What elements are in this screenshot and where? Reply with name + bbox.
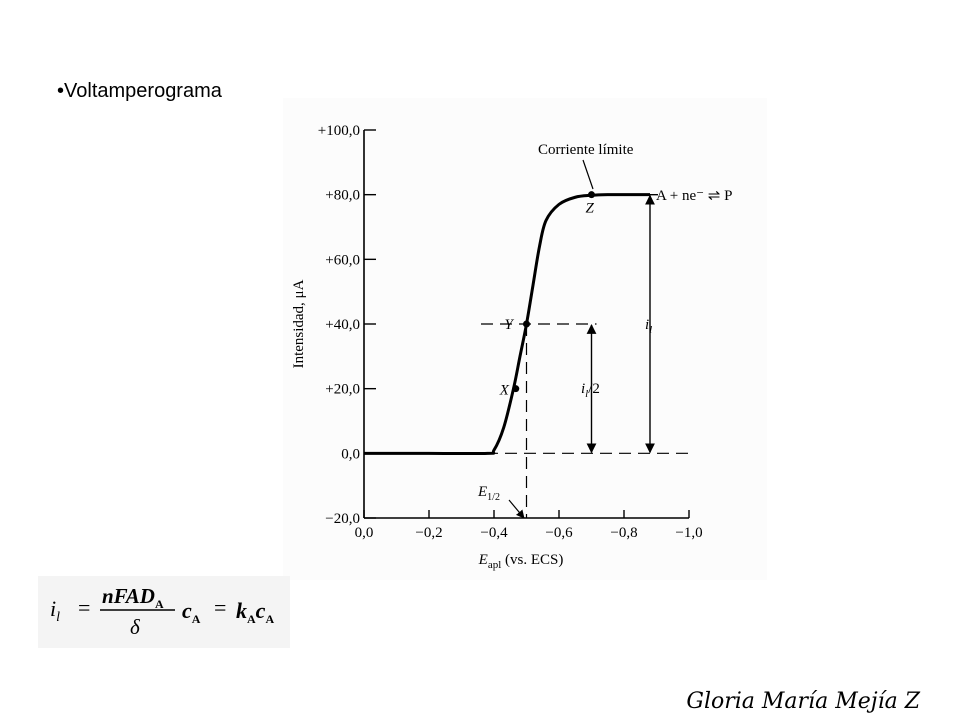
formula-k-sub: A xyxy=(247,612,256,626)
il-label-base: i xyxy=(645,317,649,333)
y-tick-label: +20,0 xyxy=(325,382,360,398)
formula-num-sub: A xyxy=(155,597,164,611)
limit-current-pointer xyxy=(582,159,594,190)
x-tick-label: −0,6 xyxy=(545,525,573,541)
formula-lhs-base: i xyxy=(50,596,56,621)
formula-num-main: nFAD xyxy=(102,584,155,608)
e-half-label-sub: 1/2 xyxy=(487,492,500,503)
formula-lhs: il xyxy=(50,596,60,625)
formula-c2-sub: A xyxy=(265,612,274,626)
formula-equals-1: = xyxy=(78,595,90,620)
dimension-arrows xyxy=(586,194,655,454)
il-label: il xyxy=(645,317,652,336)
point-label-x: X xyxy=(499,383,510,399)
formula-c1: cA xyxy=(182,598,201,626)
slide-title: •Voltamperograma xyxy=(57,80,222,103)
half-il-label-sub: l xyxy=(585,388,588,400)
y-tick-label: +60,0 xyxy=(325,252,360,268)
formula-k-base: k xyxy=(236,598,247,623)
y-ticks: +100,0 +80,0 +60,0 +40,0 +20,0 0,0 −20,0 xyxy=(318,123,376,527)
x-ticks: 0,0 −0,2 −0,4 −0,6 −0,8 −1,0 xyxy=(355,510,703,541)
x-axis-label-main: E xyxy=(478,552,488,568)
point-label-z: Z xyxy=(586,201,595,217)
half-il-label-base: i xyxy=(581,381,585,397)
y-axis-label: Intensidad, μA xyxy=(291,279,307,368)
half-il-label: il/2 xyxy=(581,381,600,400)
formula-c2-base: c xyxy=(256,598,266,623)
voltammogram-chart: +100,0+80,0+60,0+40,0+20,00,0−20,0 0,0 −0… xyxy=(291,123,732,571)
e-half-label: E1/2 xyxy=(477,484,500,503)
limit-current-label: Corriente límite xyxy=(538,142,634,158)
x-tick-label: −0,2 xyxy=(415,525,442,541)
author-signature: Gloria María Mejía Z xyxy=(686,689,920,714)
formula-panel xyxy=(38,576,290,648)
half-il-label-rest: /2 xyxy=(588,381,600,397)
formula-denominator: δ xyxy=(130,615,141,639)
e-half-pointer xyxy=(508,499,525,519)
point-z xyxy=(588,191,595,199)
marked-points: X Y Z xyxy=(499,191,595,399)
point-x xyxy=(512,385,520,393)
bullet-glyph: • xyxy=(57,80,65,102)
x-axis-label-sub: apl xyxy=(488,559,501,571)
formula-c1-sub: A xyxy=(192,612,201,626)
il-label-sub: l xyxy=(649,324,652,336)
x-axis-label-rest: (vs. ECS) xyxy=(501,552,563,568)
point-y xyxy=(523,320,530,328)
formula-lhs-sub: l xyxy=(56,610,60,625)
formula-svg: il = nFADA δ cA = kAcA xyxy=(50,584,274,639)
formula-equals-2: = xyxy=(214,595,226,620)
y-tick-label: +80,0 xyxy=(325,188,360,204)
reaction-label: A + ne⁻ ⇌ P xyxy=(656,188,732,204)
point-label-y: Y xyxy=(505,317,515,333)
x-tick-label: −0,4 xyxy=(480,525,508,541)
y-tick-label: 0,0 xyxy=(341,446,360,462)
formula-c1-base: c xyxy=(182,598,192,623)
limit-current-formula: il = nFADA δ cA = kAcA xyxy=(48,582,288,649)
slide-title-text: Voltamperograma xyxy=(64,80,222,102)
y-tick-label: −20,0 xyxy=(325,511,360,527)
y-tick-label: +40,0 xyxy=(325,317,360,333)
series-line xyxy=(364,193,650,456)
e-half-label-base: E xyxy=(477,484,487,500)
x-tick-label: 0,0 xyxy=(355,525,374,541)
y-tick-label: +100,0 xyxy=(318,123,360,139)
formula-k: kAcA xyxy=(236,598,274,626)
formula-numerator: nFADA xyxy=(102,584,164,611)
x-axis-label: Eapl (vs. ECS) xyxy=(478,552,564,571)
x-tick-label: −0,8 xyxy=(610,525,637,541)
x-tick-label: −1,0 xyxy=(675,525,702,541)
